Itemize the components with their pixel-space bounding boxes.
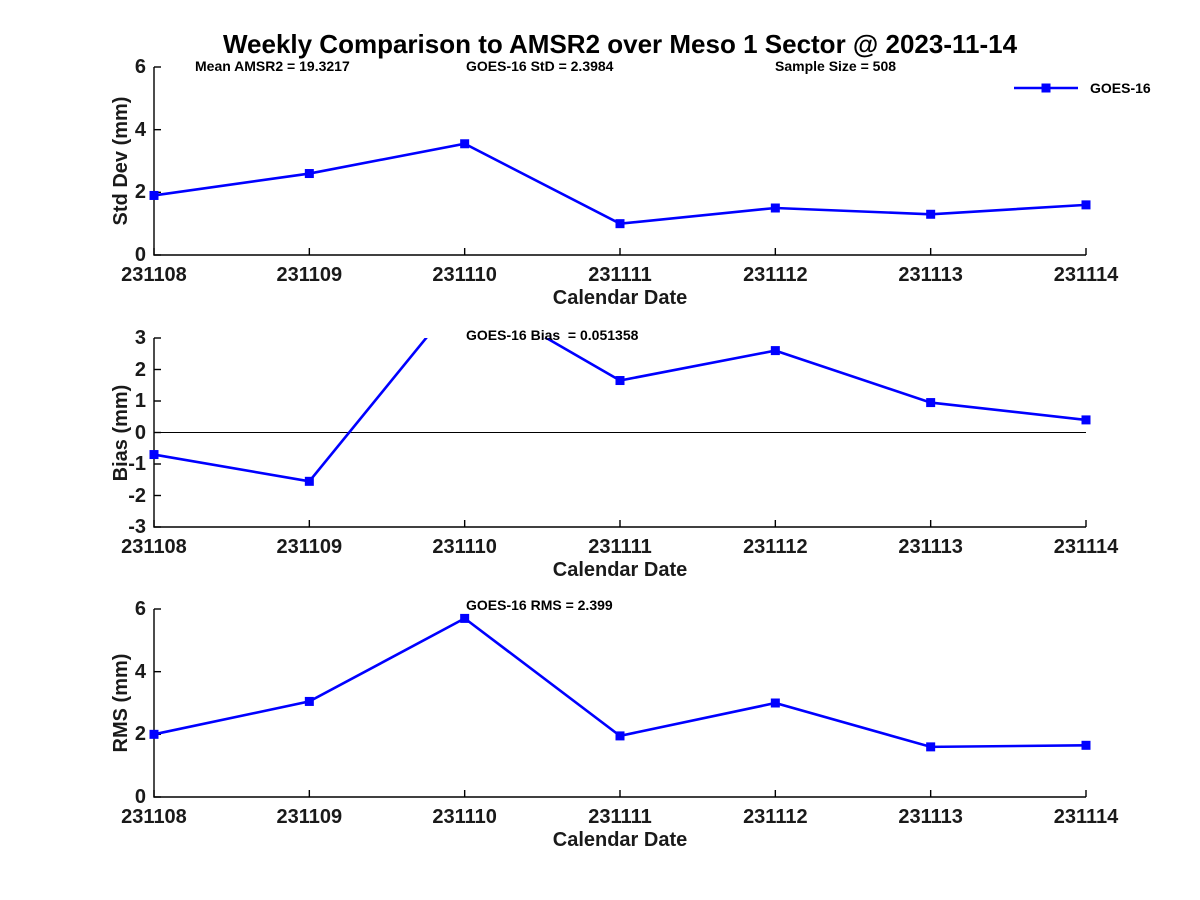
- rms-marker: [1081, 740, 1091, 750]
- std-dev-ytick-label: 2: [134, 181, 146, 204]
- rms-xtick-label: 231108: [121, 806, 187, 828]
- std-dev-marker: [926, 209, 936, 219]
- std-dev-ytick-label: 0: [134, 244, 146, 266]
- bias-xtick-label: 231108: [121, 536, 187, 558]
- std-dev-marker: [460, 139, 470, 149]
- rms-marker: [770, 698, 780, 708]
- rms-xtick-label: 231109: [276, 806, 343, 828]
- rms-marker: [460, 613, 470, 623]
- rms-xtick-label: 231110: [432, 806, 497, 828]
- bias-marker: [926, 398, 936, 408]
- bias-marker: [615, 376, 625, 386]
- std-dev-marker: [770, 203, 780, 213]
- rms-marker: [615, 731, 625, 741]
- bias-xtick-label: 231110: [432, 536, 497, 558]
- std-dev-xtick-label: 231108: [121, 264, 187, 286]
- rms-marker: [926, 742, 936, 752]
- std-dev-xtick-label: 231114: [1053, 264, 1119, 286]
- std-dev-annotation: Mean AMSR2 = 19.3217: [195, 58, 350, 74]
- std-dev-xtick-label: 231109: [276, 264, 343, 286]
- std-dev-xtick-label: 231112: [743, 264, 808, 286]
- bias-ytick-label: 2: [134, 358, 146, 381]
- rms-yaxis-label: RMS (mm): [110, 653, 132, 753]
- std-dev-marker: [149, 190, 159, 200]
- std-dev-xtick-label: 231113: [898, 264, 963, 286]
- bias-marker: [1081, 415, 1091, 425]
- std-dev-annotation: GOES-16 StD = 2.3984: [466, 58, 614, 74]
- bias-ytick-label: 1: [134, 390, 146, 412]
- rms-xaxis-label: Calendar Date: [552, 829, 688, 851]
- bias-ytick-label: -2: [128, 484, 146, 507]
- std-dev-xtick-label: 231110: [432, 264, 497, 286]
- rms-xtick-label: 231114: [1053, 806, 1119, 828]
- rms-ytick-label: 0: [134, 786, 146, 808]
- bias-yaxis-label: Bias (mm): [110, 384, 132, 481]
- bias-marker: [149, 450, 159, 460]
- bias-ytick-label: 0: [134, 421, 146, 444]
- rms-ytick-label: 6: [134, 598, 146, 620]
- rms-ytick-label: 2: [134, 723, 146, 746]
- rms-xtick-label: 231111: [588, 806, 652, 828]
- rms-ytick-label: 4: [134, 660, 146, 683]
- rms-marker: [304, 696, 314, 706]
- std-dev-ytick-label: 6: [134, 56, 146, 78]
- rms-marker: [149, 729, 159, 739]
- bias-xtick-label: 231113: [898, 536, 963, 558]
- figure-title: Weekly Comparison to AMSR2 over Meso 1 S…: [222, 29, 1018, 59]
- bias-xtick-label: 231114: [1053, 536, 1119, 558]
- legend: GOES-16: [1012, 80, 1151, 96]
- bias-xtick-label: 231112: [743, 536, 808, 558]
- bias-marker: [304, 476, 314, 486]
- rms-xtick-label: 231112: [743, 806, 808, 828]
- std-dev-marker: [304, 169, 314, 179]
- std-dev-marker: [615, 219, 625, 229]
- legend-label: GOES-16: [1090, 80, 1151, 96]
- rms-axes: [153, 609, 1086, 798]
- bias-series-line: [153, 338, 1087, 483]
- std-dev-xtick-label: 231111: [588, 264, 652, 286]
- bias-ytick-label: -1: [128, 453, 146, 475]
- bias-marker: [770, 346, 780, 356]
- std-dev-marker: [1081, 200, 1091, 210]
- rms-annotation: GOES-16 RMS = 2.399: [466, 597, 613, 613]
- std-dev-annotation: Sample Size = 508: [775, 58, 897, 74]
- legend-line-sample-icon: [1014, 83, 1078, 93]
- bias-xtick-label: 231111: [588, 536, 652, 558]
- rms-xtick-label: 231113: [898, 806, 963, 828]
- bias-ytick-label: 3: [134, 327, 146, 349]
- std-dev-xaxis-label: Calendar Date: [552, 287, 688, 309]
- std-dev-series-line: [153, 142, 1087, 225]
- rms-series-line: [153, 616, 1087, 749]
- std-dev-ytick-label: 4: [134, 118, 146, 141]
- bias-xaxis-label: Calendar Date: [552, 559, 688, 581]
- std-dev-yaxis-label: Std Dev (mm): [110, 96, 132, 226]
- bias-xtick-label: 231109: [276, 536, 343, 558]
- bias-ytick-label: -3: [128, 516, 146, 538]
- bias-annotation: GOES-16 Bias = 0.051358: [466, 327, 639, 343]
